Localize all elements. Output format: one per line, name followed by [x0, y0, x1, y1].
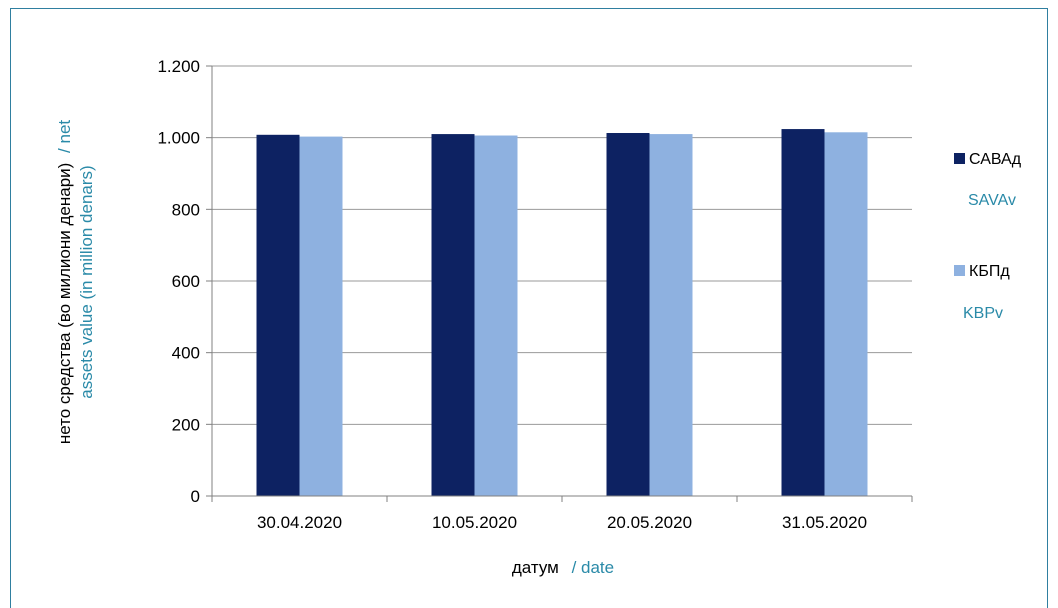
legend-label-series-2: КБПд [969, 263, 1010, 280]
x-tick-label: 31.05.2020 [782, 513, 867, 532]
y-tick-label: 600 [172, 272, 200, 291]
bar-2-1 [299, 136, 343, 496]
y-tick-label: 200 [172, 415, 200, 434]
y-axis-title-mk: нето средства (во милиони денари) [55, 163, 74, 444]
bar-2-4 [824, 132, 868, 496]
bar-1-4 [781, 129, 825, 497]
x-tick-label: 30.04.2020 [257, 513, 342, 532]
y-tick-label: 1.200 [157, 57, 200, 76]
y-tick-label: 400 [172, 344, 200, 363]
bar-2-2 [474, 135, 518, 496]
x-tick-label: 20.05.2020 [607, 513, 692, 532]
x-axis-title-en: / date [572, 558, 615, 577]
y-tick-label: 0 [191, 487, 200, 506]
bar-2-3 [649, 134, 693, 497]
bar-1-1 [256, 134, 300, 497]
legend-label-series-1: САВАд [969, 151, 1022, 168]
bar-chart: 0 200 400 600 800 1.000 1.200 30.04.2020 10.05.… [55, 57, 1022, 577]
legend: САВАд SAVAv КБПд KBPv [954, 151, 1022, 322]
legend-swatch-series-1 [954, 153, 965, 164]
legend-label-en-series-1: SAVAv [968, 192, 1016, 209]
x-tick-label: 10.05.2020 [432, 513, 517, 532]
legend-swatch-series-2 [954, 265, 965, 276]
x-tick-labels: 30.04.2020 10.05.2020 20.05.2020 31.05.2020 [257, 513, 867, 532]
y-tick-label: 1.000 [157, 129, 200, 148]
bar-1-3 [606, 133, 650, 496]
legend-item-series-1: САВАд SAVAv [954, 151, 1022, 209]
y-axis-title-en-1: / net [55, 120, 74, 153]
bars [256, 129, 868, 497]
legend-item-series-2: КБПд KBPv [954, 263, 1010, 322]
legend-label-en-series-2: KBPv [963, 305, 1003, 322]
chart-frame [10, 8, 1048, 608]
svg-text:нето средства (во милиони дена: нето средства (во милиони денари) / net [55, 120, 74, 445]
y-tick-labels: 0 200 400 600 800 1.000 1.200 [157, 57, 200, 506]
axes [206, 65, 913, 502]
y-tick-label: 800 [172, 200, 200, 219]
x-axis-title-mk: датум [512, 558, 559, 577]
x-axis-title: датум / date [512, 558, 614, 577]
y-axis-title-en-2: assets value (in million denars) [77, 165, 96, 398]
y-axis-title: нето средства (во милиони денари) / net … [55, 120, 96, 445]
bar-1-2 [431, 134, 475, 497]
